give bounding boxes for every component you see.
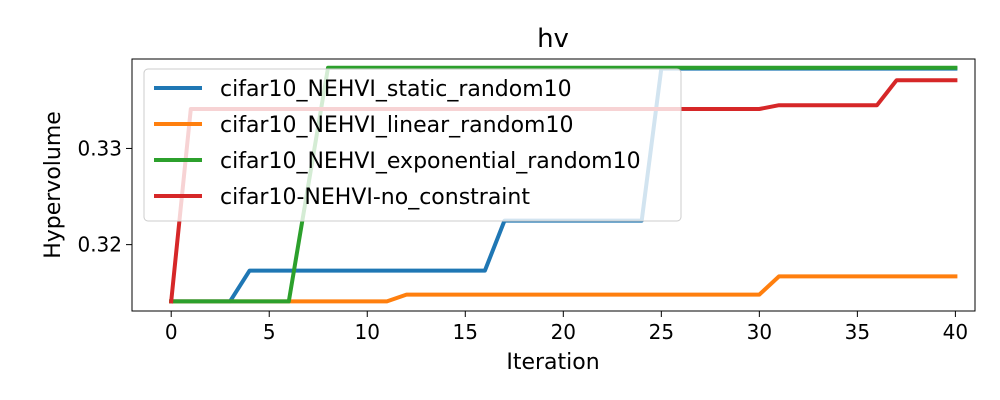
plot-frame xyxy=(131,58,976,312)
x-tick-label: 25 xyxy=(649,320,674,344)
axes xyxy=(131,58,976,312)
series-line-2 xyxy=(169,274,958,304)
chart-title: hv xyxy=(537,24,569,54)
x-tick-label: 30 xyxy=(747,320,772,344)
y-axis-label: Hypervolume xyxy=(41,111,66,259)
x-ticks: 0 5 10 15 20 25 30 35 40 xyxy=(165,311,968,344)
legend-box xyxy=(143,68,682,222)
x-tick-label: 40 xyxy=(943,320,968,344)
legend: cifar10_NEHVI_static_random10 cifar10_NEH… xyxy=(143,68,682,222)
x-tick-label: 5 xyxy=(263,320,276,344)
legend-label-2: cifar10_NEHVI_linear_random10 xyxy=(220,113,573,138)
legend-label-4: cifar10-NEHVI-no_constraint xyxy=(220,185,530,210)
x-tick-label: 15 xyxy=(453,320,478,344)
legend-label-1: cifar10_NEHVI_static_random10 xyxy=(220,77,572,102)
y-ticks: 0.32 0.33 xyxy=(77,136,132,257)
y-tick-label: 0.32 xyxy=(77,233,122,257)
x-tick-label: 35 xyxy=(845,320,870,344)
x-tick-label: 10 xyxy=(355,320,380,344)
y-tick-label: 0.33 xyxy=(77,136,122,160)
legend-label-3: cifar10_NEHVI_exponential_random10 xyxy=(220,149,641,174)
x-tick-label: 0 xyxy=(165,320,178,344)
x-tick-label: 20 xyxy=(551,320,576,344)
x-axis-label: Iteration xyxy=(506,350,599,375)
